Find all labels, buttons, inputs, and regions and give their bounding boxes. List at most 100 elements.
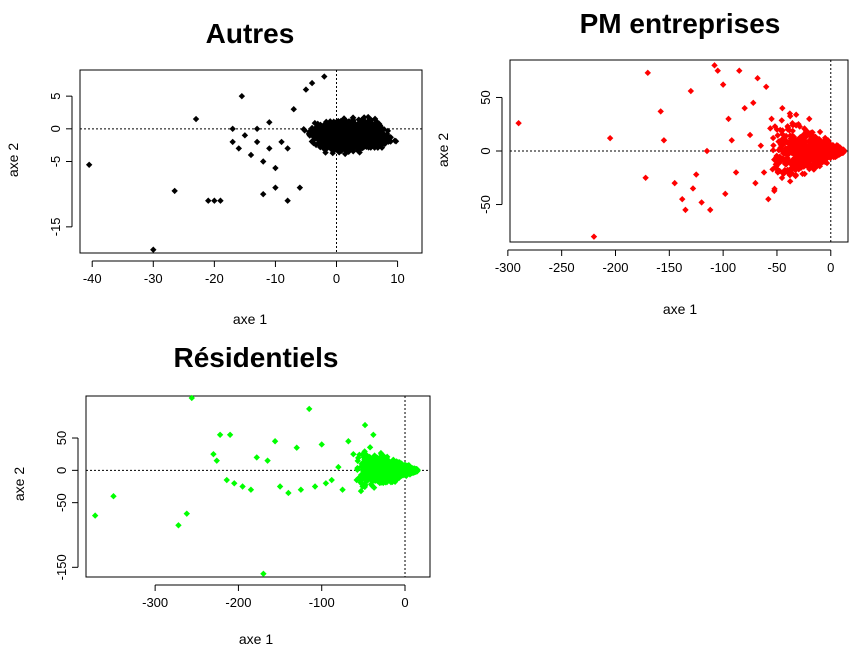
data-point [260,190,267,198]
data-point [693,171,700,178]
x-tick-label: 0 [333,271,340,286]
data-point [271,438,279,445]
data-point [381,461,388,469]
data-point [804,163,812,170]
data-point [217,197,224,204]
data-point [771,187,778,195]
data-point [357,479,364,486]
x-tick-label: -50 [768,260,787,275]
data-point [775,158,783,165]
data-points [85,73,400,253]
data-point [341,136,349,143]
x-axis: -40 -30 -20 -10 0 10 [83,260,405,286]
data-point [782,161,790,168]
x-tick-label: -40 [83,271,102,286]
data-point [801,170,808,178]
y-axis: 50 0 -50 [478,90,503,214]
x-tick-label: -200 [602,260,628,275]
plot-frame [85,395,431,578]
data-point [829,141,837,149]
x-tick-label: 0 [827,260,834,275]
data-point [335,135,343,143]
data-point [366,473,374,481]
data-point [780,150,788,157]
data-point [757,142,765,149]
data-points [515,62,847,240]
data-point [792,171,800,179]
x-tick-label: -10 [266,271,285,286]
data-point [367,144,374,151]
data-point [792,161,800,169]
data-point [682,206,689,214]
data-point [319,138,326,146]
data-point [815,156,822,163]
data-point [361,421,369,429]
data-point [110,492,117,500]
data-point [266,119,273,126]
data-point [253,138,261,146]
data-point [794,160,801,167]
data-point [769,134,777,142]
x-tick-label: -300 [495,260,521,275]
x-tick-label: -100 [309,595,335,610]
data-point [359,120,366,127]
data-point [223,476,230,484]
data-point [175,522,182,529]
data-point [808,136,816,143]
data-point [284,197,291,204]
data-point [515,119,522,127]
data-point [789,147,797,155]
data-point [835,151,843,158]
data-point [800,131,808,139]
data-point [350,142,358,149]
data-point [777,126,784,134]
data-point [770,142,777,149]
data-point [318,441,325,448]
data-point [272,184,279,191]
data-point [741,104,748,112]
y-tick-label: -150 [54,554,69,580]
data-point [353,139,360,147]
data-point [284,145,291,152]
data-point [644,69,651,77]
data-point [337,128,345,136]
data-point [409,467,416,474]
data-point [719,81,727,88]
data-point [816,163,824,170]
data-point [736,67,743,74]
data-point [679,195,686,203]
data-point [806,164,813,172]
data-point [746,131,754,139]
data-point [769,146,777,154]
data-point [784,124,792,131]
x-tick-label: -300 [142,595,168,610]
data-point [786,172,794,179]
data-point [806,115,813,123]
data-point [773,126,781,133]
data-point [785,144,792,151]
data-point [345,136,353,143]
data-point [786,178,794,185]
data-point [347,130,355,137]
y-tick-label: -5 [48,156,63,168]
data-point [272,164,279,172]
y-axis: 50 0 -50 -150 [54,431,79,580]
data-point [796,123,803,130]
data-point [339,140,346,147]
data-point [797,145,804,152]
data-point [350,125,358,132]
data-point [728,137,735,144]
data-point [260,158,267,165]
data-point [350,120,357,128]
data-point [393,463,400,471]
data-point [171,187,178,195]
chart-panel-autres: Autres axe 1 axe 2 -40 -30 -20 -10 0 10 5 0 -5 -1… [5,18,423,327]
data-point [345,438,352,445]
data-point [311,483,319,490]
x-tick-label: -20 [205,271,224,286]
data-point [714,67,721,74]
data-point [353,476,360,484]
data-point [722,190,729,198]
data-point [825,141,832,149]
data-point [671,179,678,187]
